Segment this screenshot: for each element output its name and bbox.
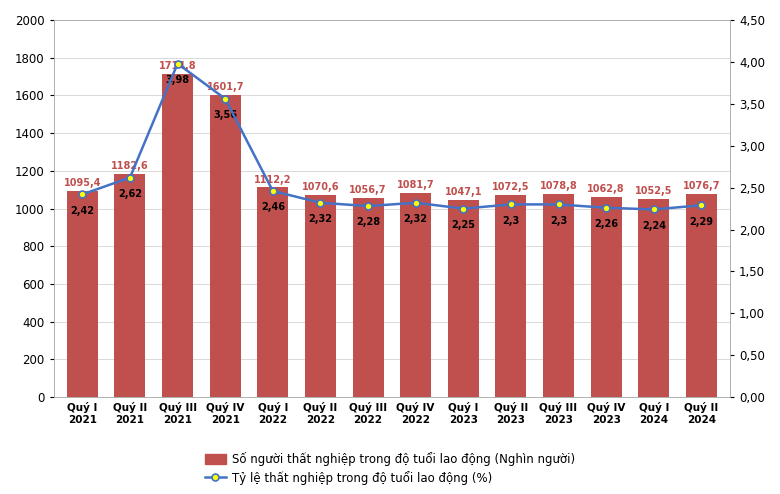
Text: 1601,7: 1601,7 [207, 82, 244, 92]
Bar [67, 191, 98, 397]
Text: 1095,4: 1095,4 [64, 178, 101, 188]
Text: 2,29: 2,29 [690, 216, 714, 227]
Text: 2,25: 2,25 [452, 220, 475, 230]
Tỷ lệ thất nghiệp trong độ tuổi lao động (%) [173, 61, 183, 67]
Text: 2,32: 2,32 [404, 214, 427, 224]
Text: 3,98: 3,98 [165, 75, 190, 85]
Text: 2,24: 2,24 [642, 221, 666, 231]
Line: Tỷ lệ thất nghiệp trong độ tuổi lao động (%): Tỷ lệ thất nghiệp trong độ tuổi lao động… [79, 60, 705, 213]
Bar [686, 194, 717, 397]
Text: 1076,7: 1076,7 [682, 181, 720, 191]
Text: 2,3: 2,3 [550, 216, 567, 226]
Tỷ lệ thất nghiệp trong độ tuổi lao động (%) [363, 203, 373, 209]
Tỷ lệ thất nghiệp trong độ tuổi lao động (%) [316, 200, 325, 206]
Tỷ lệ thất nghiệp trong độ tuổi lao động (%) [601, 205, 611, 211]
Text: 2,32: 2,32 [308, 214, 332, 224]
Tỷ lệ thất nghiệp trong độ tuổi lao động (%) [459, 206, 468, 211]
Bar [590, 197, 622, 397]
Bar [115, 174, 145, 397]
Bar [162, 74, 193, 397]
Text: 1056,7: 1056,7 [349, 185, 387, 195]
Text: 2,42: 2,42 [70, 206, 94, 216]
Bar [448, 200, 479, 397]
Bar [305, 195, 336, 397]
Text: 2,46: 2,46 [261, 203, 285, 212]
Tỷ lệ thất nghiệp trong độ tuổi lao động (%) [78, 191, 87, 197]
Bar [495, 195, 526, 397]
Text: 2,62: 2,62 [118, 189, 142, 199]
Text: 1112,2: 1112,2 [254, 174, 292, 185]
Text: 1078,8: 1078,8 [540, 181, 577, 191]
Tỷ lệ thất nghiệp trong độ tuổi lao động (%) [697, 202, 706, 208]
Tỷ lệ thất nghiệp trong độ tuổi lao động (%) [649, 206, 658, 212]
Bar [543, 194, 574, 397]
Tỷ lệ thất nghiệp trong độ tuổi lao động (%) [411, 200, 420, 206]
Bar [638, 199, 669, 397]
Bar [210, 95, 241, 397]
Text: 2,3: 2,3 [502, 216, 519, 226]
Text: 1070,6: 1070,6 [302, 182, 339, 193]
Text: 3,56: 3,56 [213, 110, 237, 120]
Text: 2,28: 2,28 [356, 217, 380, 227]
Tỷ lệ thất nghiệp trong độ tuổi lao động (%) [126, 174, 135, 180]
Text: 1072,5: 1072,5 [492, 182, 530, 192]
Bar [400, 193, 431, 397]
Text: 1052,5: 1052,5 [635, 186, 672, 196]
Bar [257, 187, 289, 397]
Text: 2,26: 2,26 [594, 219, 619, 229]
Text: 1182,6: 1182,6 [112, 162, 149, 171]
Bar [353, 198, 384, 397]
Text: 1081,7: 1081,7 [397, 180, 434, 190]
Text: 1062,8: 1062,8 [587, 184, 625, 194]
Text: 1047,1: 1047,1 [445, 187, 482, 197]
Tỷ lệ thất nghiệp trong độ tuổi lao động (%) [268, 188, 278, 194]
Tỷ lệ thất nghiệp trong độ tuổi lao động (%) [221, 96, 230, 102]
Tỷ lệ thất nghiệp trong độ tuổi lao động (%) [506, 202, 516, 207]
Text: 1714,8: 1714,8 [159, 61, 197, 71]
Tỷ lệ thất nghiệp trong độ tuổi lao động (%) [554, 202, 563, 207]
Legend: Số người thất nghiệp trong độ tuổi lao động (Nghìn người), Tỷ lệ thất nghiệp tro: Số người thất nghiệp trong độ tuổi lao đ… [201, 449, 579, 488]
